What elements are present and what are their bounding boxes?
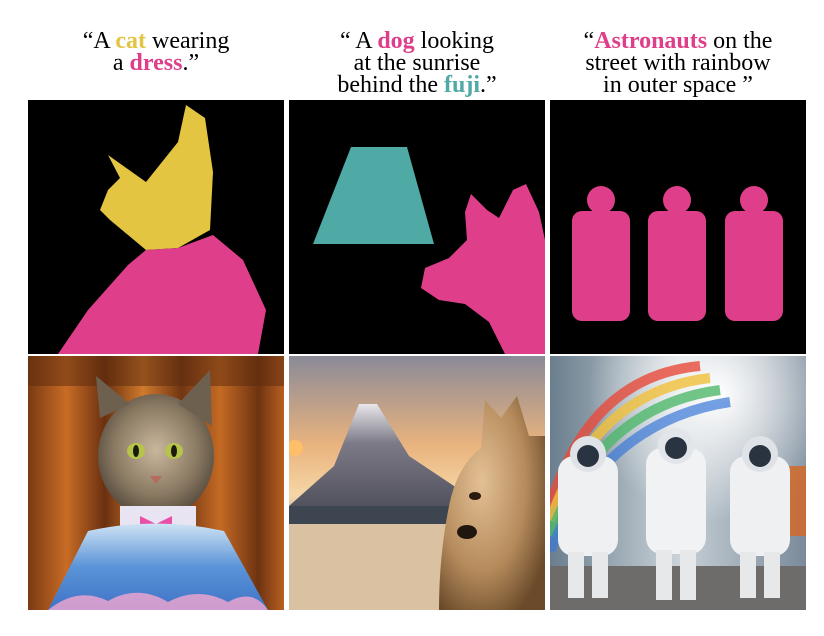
dog	[439, 396, 545, 610]
photo-cat-in-dress	[28, 356, 284, 610]
caption-keyword: fuji	[443, 72, 480, 98]
mask-fuji-region	[313, 147, 434, 244]
caption-line: “ A dog looking	[289, 28, 545, 54]
caption-text: a	[112, 50, 130, 76]
caption-text: in outer space ”	[603, 72, 753, 98]
caption-text: looking	[414, 28, 495, 54]
mask-dress-region	[58, 235, 266, 354]
mask-astronaut-left	[572, 186, 630, 321]
mask-dog-region	[421, 184, 545, 354]
mount-fuji	[289, 404, 469, 516]
caption-text: on the	[707, 28, 773, 54]
mask-astronaut-middle	[648, 186, 706, 321]
caption-keyword: Astronauts	[594, 28, 708, 54]
caption-astronauts-rainbow: “Astronauts on the street with rainbow in …	[550, 28, 806, 98]
photo-astronauts-street-rainbow	[550, 356, 806, 610]
mask-astronaut-right	[725, 186, 783, 321]
mask-cat-region	[100, 105, 213, 250]
blue-dress	[48, 523, 268, 610]
mask-astronauts	[550, 100, 806, 354]
caption-line: at the sunrise	[289, 50, 545, 76]
caption-cat-dress: “A cat wearing a dress.”	[28, 28, 284, 76]
mask-dog-fuji	[289, 100, 545, 354]
caption-line: a dress.”	[28, 50, 284, 76]
caption-text: behind the	[337, 72, 444, 98]
astronaut-right	[730, 436, 790, 598]
astronaut-middle	[646, 428, 706, 600]
caption-keyword: cat	[115, 28, 147, 54]
caption-keyword: dress	[129, 50, 183, 76]
caption-line: “A cat wearing	[28, 28, 284, 54]
astronaut-left	[558, 436, 618, 598]
caption-line: behind the fuji.”	[289, 72, 545, 98]
caption-text: .”	[479, 72, 497, 98]
caption-text: “	[583, 28, 595, 54]
caption-text: street with rainbow	[585, 50, 771, 76]
caption-text: .”	[182, 50, 200, 76]
mask-cat-dress	[28, 100, 284, 354]
caption-text: “ A	[339, 28, 378, 54]
photo-dog-fuji-sunrise	[289, 356, 545, 610]
caption-text: at the sunrise	[353, 50, 481, 76]
cat-head	[98, 394, 214, 518]
caption-text: wearing	[146, 28, 230, 54]
caption-dog-fuji: “ A dog looking at the sunrise behind the …	[289, 28, 545, 98]
caption-line: street with rainbow	[550, 50, 806, 76]
caption-line: in outer space ”	[550, 72, 806, 98]
caption-line: “Astronauts on the	[550, 28, 806, 54]
caption-text: “A	[82, 28, 116, 54]
caption-keyword: dog	[377, 28, 415, 54]
